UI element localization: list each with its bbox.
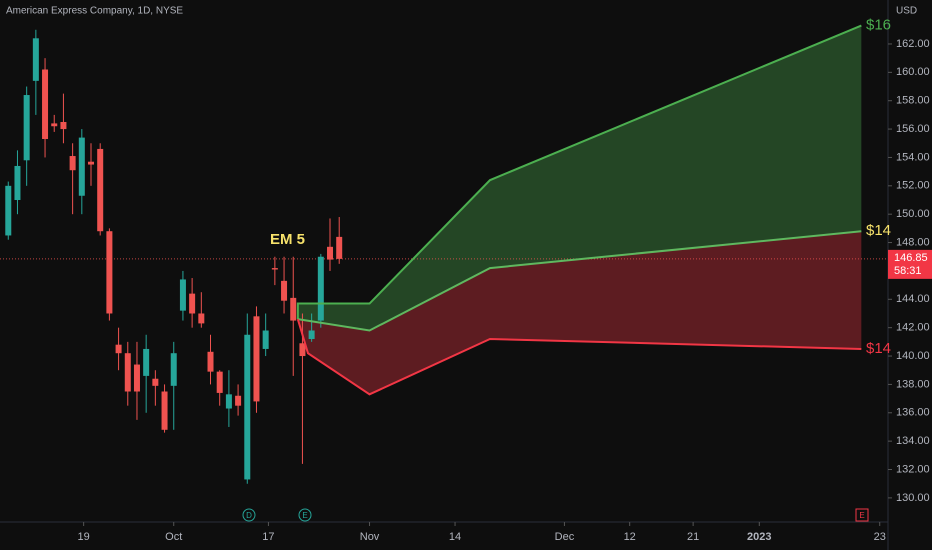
candle-body [14,165,21,201]
candle-body [5,185,12,236]
candle-body [198,313,205,324]
candle-body [78,137,85,196]
candle-body [281,280,288,301]
candle-body [32,38,39,81]
candle-body [216,371,223,393]
upper-band-line [296,24,862,320]
candle-body [317,256,324,321]
x-tick-label: 21 [687,531,699,543]
lower-band-line [296,318,862,396]
candle-body [161,391,168,430]
candle-body [88,161,95,165]
event-icon [242,508,256,522]
event-label: E [302,511,307,520]
candle-body [262,330,269,349]
y-tick-label: 136.00 [896,407,930,419]
y-tick-label: 154.00 [896,151,930,163]
candle-body [207,351,214,372]
x-tick-label: 2023 [747,531,771,543]
price-tag-value: 146.85 [894,252,928,264]
y-tick-label: 160.00 [896,66,930,78]
x-tick-label: 12 [624,531,636,543]
candle-body [253,316,260,402]
x-tick-label: 23 [874,531,886,543]
chart-title: American Express Company, 1D, NYSE [6,6,183,17]
candle-body [299,343,306,357]
candle-body [235,395,242,406]
candle-body [69,156,76,171]
y-tick-label: 134.00 [896,435,930,447]
candle-body [97,148,104,232]
middle-band-label: $14 [866,222,891,239]
y-tick-label: 152.00 [896,180,930,192]
candle-body [170,353,177,386]
candle-body [115,344,122,354]
x-tick-label: Oct [165,531,182,543]
candle-body [152,378,159,386]
y-tick-label: 158.00 [896,95,930,107]
candle-body [106,231,113,314]
upper-band-label: $16 [866,17,891,34]
y-tick-label: 162.00 [896,38,930,50]
y-tick-label: 130.00 [896,492,930,504]
candle-body [60,121,67,130]
y-tick-label: 140.00 [896,350,930,362]
candle-body [244,334,251,480]
x-tick-label: 17 [262,531,274,543]
price-tag-countdown: 58:31 [894,265,922,277]
candle-body [23,95,30,161]
x-tick-label: Nov [360,531,380,543]
candle-body [133,364,140,392]
candle-body [179,279,186,311]
event-label: D [246,511,252,520]
lower-band-label: $14 [866,340,891,357]
candle-body [308,330,315,340]
annotation: EM 5 [270,231,305,248]
candle-body [143,348,150,376]
x-tick-label: 19 [78,531,90,543]
candle-body [327,246,334,260]
y-tick-label: 138.00 [896,378,930,390]
price-tag [888,249,932,279]
x-tick-label: Dec [555,531,575,543]
y-tick-label: 132.00 [896,463,930,475]
candle-body [225,394,232,409]
candle-body [42,69,49,140]
event-label: E [859,511,864,520]
y-tick-label: 150.00 [896,208,930,220]
x-tick-label: 14 [449,531,461,543]
candle-body [51,123,58,127]
candle-body [271,268,278,270]
currency: USD [896,6,917,17]
upper-band-area [297,25,862,331]
candle-body [290,297,297,321]
y-tick-label: 148.00 [896,236,930,248]
middle-band-line [297,230,862,332]
lower-band-area [297,231,862,395]
y-tick-label: 144.00 [896,293,930,305]
candle-body [189,293,196,314]
event-icon [298,508,312,522]
y-tick-label: 156.00 [896,123,930,135]
candle-body [336,236,343,259]
y-tick-label: 142.00 [896,322,930,334]
event-icon [855,508,869,522]
candle-body [124,353,131,392]
